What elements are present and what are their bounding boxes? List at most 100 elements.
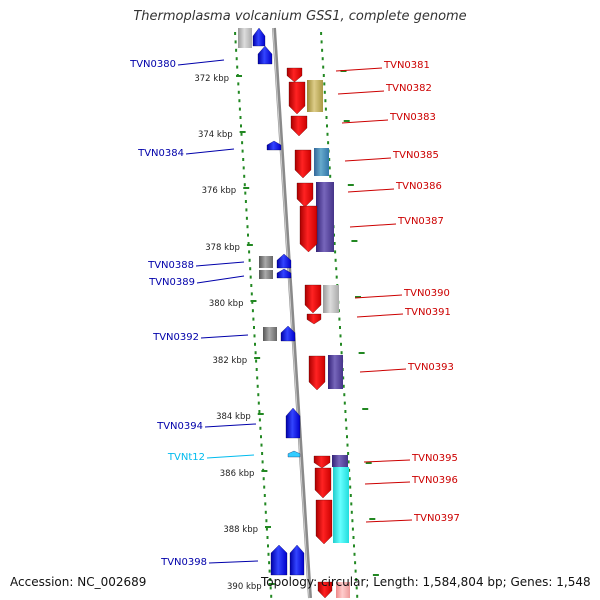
track-dot [353, 544, 355, 548]
gene-label-leader [359, 368, 407, 373]
track-tick-right [365, 462, 372, 464]
gene-reverse-arrow [294, 149, 312, 179]
track-dot [247, 242, 250, 245]
track-dot [244, 200, 247, 203]
track-dot [268, 561, 271, 565]
gene-reverse-arrow [317, 581, 333, 599]
cog-box [307, 80, 323, 112]
track-dot [249, 275, 252, 279]
kbp-label: 376 kbp [202, 186, 237, 196]
gene-label-leader [206, 454, 255, 459]
track-dot [269, 578, 272, 581]
track-dot [350, 502, 353, 506]
gene-label-left: TVN0380 [129, 59, 176, 70]
track-dot [261, 452, 264, 455]
gene-label-left: TVN0394 [156, 421, 203, 432]
gene-label-leader [196, 275, 245, 284]
gene-label-right: TVN0390 [403, 288, 450, 299]
kbp-tick [257, 413, 264, 415]
gene-label-leader [364, 481, 411, 485]
track-dot [259, 426, 262, 430]
track-dot [342, 384, 345, 388]
kbp-label: 390 kbp [227, 582, 262, 592]
gene-label-leader [200, 334, 249, 339]
track-dot [356, 594, 359, 598]
kbp-label: 380 kbp [209, 299, 244, 309]
track-dot [351, 519, 354, 523]
kbp-tick [246, 244, 253, 246]
track-dot [328, 166, 331, 170]
track-tick-right [355, 296, 362, 298]
gene-forward-arrow [257, 45, 273, 65]
gene-label-left: TVN0388 [147, 260, 194, 271]
track-dot [239, 116, 242, 119]
track-dot [348, 468, 351, 472]
gene-forward-arrow [252, 27, 266, 47]
gene-label-right: TVN0385 [392, 150, 439, 161]
track-dot [329, 174, 332, 178]
track-dot [352, 536, 355, 539]
track-dot [265, 519, 268, 523]
gene-forward-arrow [266, 140, 282, 151]
track-dot [234, 40, 237, 44]
track-dot [258, 410, 261, 413]
track-dot [323, 90, 326, 94]
gene-label-leader [347, 188, 395, 193]
cog-box [323, 285, 339, 313]
gene-label-right: TVN0382 [385, 83, 432, 94]
track-dot [246, 225, 249, 229]
kbp-label: 386 kbp [220, 469, 255, 479]
track-dot [242, 158, 245, 161]
track-dot [245, 216, 248, 220]
gene-label-right: TVN0386 [395, 181, 442, 192]
track-dot [346, 435, 348, 439]
gene-reverse-arrow [288, 81, 306, 115]
track-dot [267, 544, 269, 548]
track-dot [260, 435, 262, 439]
track-dot [256, 384, 259, 388]
kbp-label: 378 kbp [205, 243, 240, 253]
track-dot [349, 494, 352, 497]
track-dot [241, 149, 244, 153]
track-tick-right [369, 518, 376, 520]
track-dot [253, 334, 256, 338]
gene-reverse-arrow [306, 313, 322, 325]
track-dot [243, 183, 246, 187]
gene-reverse-arrow [296, 182, 314, 208]
track-dot [237, 82, 240, 86]
track-dot [325, 116, 328, 119]
gene-reverse-arrow [286, 67, 303, 83]
track-dot [335, 275, 338, 279]
gene-label-leader [208, 560, 259, 564]
track-dot [254, 342, 256, 346]
gene-label-left: TVNt12 [167, 452, 205, 463]
gene-label-right: TVN0381 [383, 60, 430, 71]
kbp-tick [250, 300, 257, 302]
track-dot [344, 418, 347, 422]
track-dot [333, 242, 336, 245]
track-dot [326, 124, 328, 128]
track-dot [240, 132, 243, 136]
kbp-tick [239, 131, 246, 133]
gene-label-leader [363, 459, 411, 463]
gene-reverse-arrow [290, 115, 308, 137]
track-dot [248, 250, 251, 254]
track-dot [251, 300, 254, 304]
track-dot [338, 317, 341, 321]
gene-reverse-arrow [299, 205, 318, 253]
gene-label-leader [356, 313, 404, 318]
track-dot [262, 477, 265, 481]
track-border-left [234, 32, 273, 598]
track-dot [250, 292, 253, 296]
track-dot [242, 166, 245, 170]
track-dot [263, 485, 266, 489]
track-dot [247, 233, 249, 237]
gene-label-leader [344, 157, 392, 162]
track-dot [355, 578, 358, 581]
gene-forward-arrow [270, 544, 288, 576]
gene-forward-arrow [285, 407, 301, 439]
page-title: Thermoplasma volcanium GSS1, complete ge… [133, 9, 467, 24]
track-dot [355, 586, 358, 590]
gene-forward-arrow [289, 544, 305, 576]
kbp-tick [236, 75, 243, 77]
